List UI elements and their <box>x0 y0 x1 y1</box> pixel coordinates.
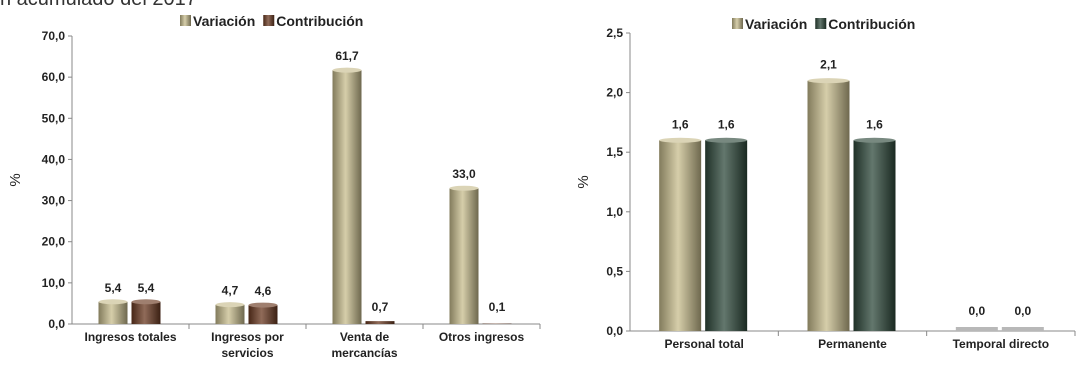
data-label: 0,0 <box>1014 304 1031 318</box>
legend-swatch <box>263 15 275 26</box>
right-chart: 0,0 0,5 1,0 1,5 2,0 2,5% 1,6 1,6 Personal total 2… <box>575 16 1076 351</box>
bar-variacion <box>807 80 850 332</box>
bar-variacion <box>98 301 128 324</box>
bar-variacion <box>215 304 245 324</box>
y-tick-label: 10,0 <box>42 276 66 290</box>
x-tick-label: Ingresos totales <box>84 330 176 344</box>
bar-top-cap <box>215 302 245 308</box>
x-tick-label: Ingresos por <box>211 330 284 344</box>
bar-contribucion <box>705 140 748 331</box>
data-label: 1,6 <box>866 117 883 131</box>
y-axis-label: % <box>575 175 592 188</box>
x-tick-label: Temporal directo <box>953 337 1049 351</box>
bar-variacion <box>955 327 998 331</box>
data-label: 5,4 <box>138 281 155 295</box>
y-tick-label: 2,5 <box>606 26 623 40</box>
x-tick-label: Permanente <box>818 337 887 351</box>
data-label: 2,1 <box>820 58 837 72</box>
data-label: 0,7 <box>372 300 389 314</box>
y-tick-label: 0,0 <box>48 317 65 331</box>
bar-contribucion <box>1001 327 1044 331</box>
bar-top-cap <box>705 137 748 143</box>
legend-entry: Variación <box>193 13 255 29</box>
x-tick-label: Personal total <box>664 337 743 351</box>
x-tick-label: Venta de <box>340 330 390 344</box>
bar-variacion <box>332 70 362 324</box>
y-tick-label: 60,0 <box>42 70 66 84</box>
bar-variacion <box>449 188 479 324</box>
bar-top-cap <box>853 137 896 143</box>
bar-contribucion <box>853 140 896 331</box>
bar-top-cap <box>449 185 479 191</box>
data-label: 4,7 <box>222 284 239 298</box>
bar-top-cap <box>98 299 128 305</box>
y-tick-label: 20,0 <box>42 235 66 249</box>
legend-swatch <box>180 15 191 26</box>
bar-top-cap <box>659 137 702 143</box>
legend-entry: Variación <box>745 16 807 32</box>
legend-entry: Contribución <box>276 13 363 29</box>
x-tick-label: mercancías <box>331 346 397 360</box>
y-axis-label: % <box>7 173 24 186</box>
left-chart: 0,0 10,0 20,0 30,0 40,0 50,0 60,0 70,0% 5,4 5,4 In… <box>7 13 541 360</box>
bar-contribucion <box>248 305 278 324</box>
bar-top-cap <box>807 78 850 84</box>
data-label: 0,1 <box>489 300 506 314</box>
bar-top-cap <box>248 302 278 308</box>
y-tick-label: 0,5 <box>606 264 623 278</box>
data-label: 1,6 <box>672 117 689 131</box>
bar-top-cap <box>131 299 161 305</box>
bar-contribucion <box>365 321 395 324</box>
y-tick-label: 1,5 <box>606 145 623 159</box>
y-tick-label: 1,0 <box>606 205 623 219</box>
data-label: 0,0 <box>968 304 985 318</box>
y-tick-label: 50,0 <box>42 111 66 125</box>
data-label: 5,4 <box>105 281 122 295</box>
legend-swatch <box>815 18 827 29</box>
data-label: 1,6 <box>718 117 735 131</box>
y-tick-label: 30,0 <box>42 194 66 208</box>
bar-contribucion <box>131 301 161 324</box>
y-tick-label: 70,0 <box>42 29 66 43</box>
cropped-title: n acumulado del 2017 <box>0 0 197 11</box>
x-tick-label: Otros ingresos <box>439 330 525 344</box>
data-label: 4,6 <box>255 284 272 298</box>
data-label: 61,7 <box>335 49 359 63</box>
y-tick-label: 2,0 <box>606 86 623 100</box>
x-tick-label: servicios <box>221 346 273 360</box>
data-label: 33,0 <box>452 167 476 181</box>
bar-top-cap <box>332 67 362 73</box>
bar-variacion <box>659 140 702 331</box>
y-tick-label: 40,0 <box>42 152 66 166</box>
legend-swatch <box>732 18 743 29</box>
y-tick-label: 0,0 <box>606 324 623 338</box>
legend-entry: Contribución <box>828 16 915 32</box>
